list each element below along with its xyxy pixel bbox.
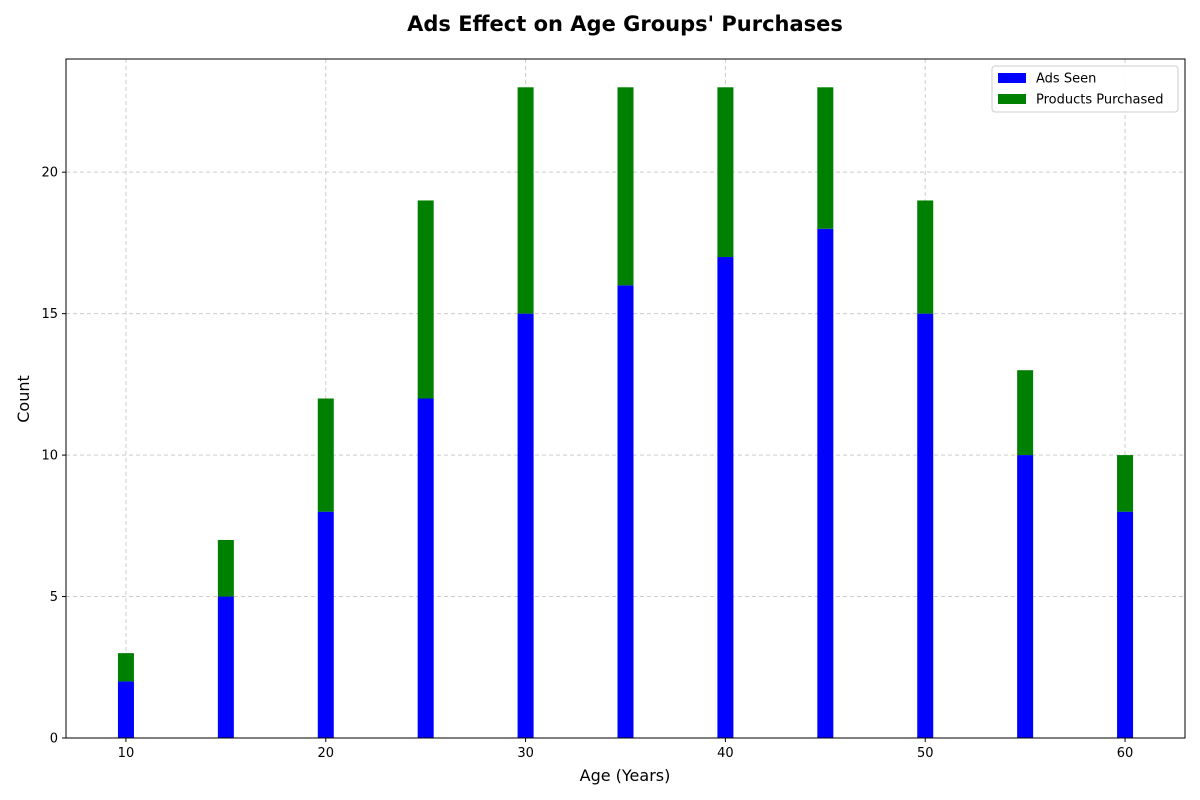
bar-ads-seen bbox=[917, 313, 934, 738]
x-tick-label: 40 bbox=[717, 746, 734, 761]
bar-ads-seen bbox=[1117, 511, 1134, 738]
legend-swatch bbox=[998, 73, 1026, 83]
plot-frame bbox=[65, 58, 1186, 739]
y-tick-label: 20 bbox=[41, 166, 58, 181]
bar-ads-seen bbox=[117, 681, 134, 738]
bar-products-purchased bbox=[617, 87, 634, 286]
y-tick-label: 15 bbox=[41, 307, 58, 322]
y-tick-label: 10 bbox=[41, 449, 58, 464]
bar-products-purchased bbox=[517, 87, 534, 314]
y-axis-label: Count bbox=[14, 375, 33, 423]
bar-products-purchased bbox=[917, 200, 934, 314]
bar-ads-seen bbox=[817, 228, 834, 738]
bar-products-purchased bbox=[817, 87, 834, 229]
bar-products-purchased bbox=[1017, 370, 1034, 456]
legend: Ads Seen Products Purchased bbox=[991, 65, 1179, 113]
bar-products-purchased bbox=[717, 87, 734, 258]
bar-products-purchased bbox=[1117, 455, 1134, 512]
x-tick-label: 30 bbox=[517, 746, 534, 761]
x-tick-label: 10 bbox=[118, 746, 135, 761]
y-tick-label: 5 bbox=[50, 590, 58, 605]
axis-ticks: 10 20 30 40 50 60 0 5 10 15 20 bbox=[41, 166, 1133, 761]
legend-box bbox=[991, 65, 1179, 113]
x-tick-label: 20 bbox=[317, 746, 334, 761]
bars bbox=[117, 87, 1134, 738]
bar-ads-seen bbox=[417, 398, 434, 738]
bar-ads-seen bbox=[617, 285, 634, 738]
bar-products-purchased bbox=[117, 653, 134, 682]
bar-ads-seen bbox=[517, 313, 534, 738]
legend-swatch bbox=[998, 94, 1026, 104]
legend-label: Products Purchased bbox=[1036, 93, 1164, 108]
bar-products-purchased bbox=[417, 200, 434, 399]
x-tick-label: 60 bbox=[1117, 746, 1134, 761]
bar-ads-seen bbox=[1017, 455, 1034, 738]
bar-ads-seen bbox=[717, 257, 734, 738]
bar-products-purchased bbox=[217, 539, 234, 597]
y-tick-label: 0 bbox=[50, 732, 58, 747]
bar-ads-seen bbox=[217, 596, 234, 738]
x-tick-label: 50 bbox=[917, 746, 934, 761]
legend-label: Ads Seen bbox=[1036, 72, 1096, 87]
bar-products-purchased bbox=[317, 398, 334, 512]
bar-ads-seen bbox=[317, 511, 334, 738]
x-axis-label: Age (Years) bbox=[580, 766, 671, 785]
chart-title: Ads Effect on Age Groups' Purchases bbox=[407, 12, 843, 36]
